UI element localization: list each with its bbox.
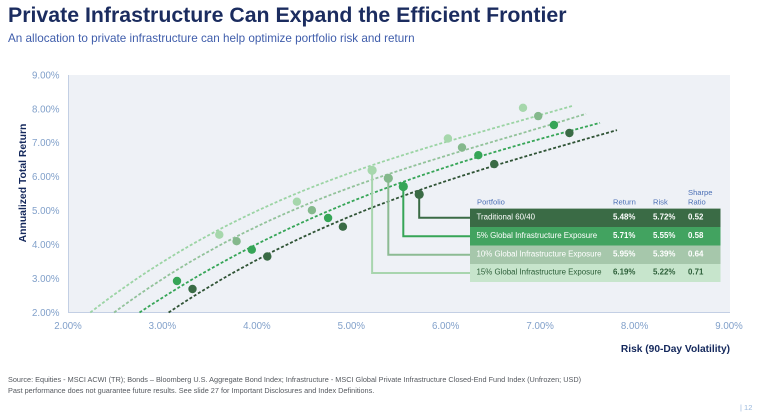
svg-text:6.00%: 6.00%	[32, 172, 60, 183]
svg-text:Sharpe: Sharpe	[688, 188, 713, 197]
svg-text:4.00%: 4.00%	[243, 321, 271, 332]
svg-text:6.00%: 6.00%	[432, 321, 460, 332]
svg-text:5.39%: 5.39%	[653, 250, 675, 259]
svg-text:5.48%: 5.48%	[613, 213, 635, 222]
svg-text:6.19%: 6.19%	[613, 268, 635, 277]
svg-text:7.00%: 7.00%	[526, 321, 554, 332]
svg-text:3.00%: 3.00%	[149, 321, 177, 332]
svg-text:10% Global Infrastructure Expo: 10% Global Infrastructure Exposure	[477, 250, 603, 259]
svg-text:Portfolio: Portfolio	[477, 198, 505, 207]
svg-text:3.00%: 3.00%	[32, 274, 60, 285]
svg-text:5.72%: 5.72%	[653, 213, 675, 222]
svg-text:7.00%: 7.00%	[32, 138, 60, 149]
svg-text:8.00%: 8.00%	[621, 321, 649, 332]
svg-text:Annualized Total Return: Annualized Total Return	[18, 124, 29, 243]
svg-text:5% Global Infrastructure Expos: 5% Global Infrastructure Exposure	[477, 231, 598, 240]
svg-text:5.55%: 5.55%	[653, 231, 675, 240]
svg-text:Risk (90-Day Volatility): Risk (90-Day Volatility)	[621, 344, 730, 355]
svg-text:Return: Return	[613, 198, 636, 207]
svg-text:4.00%: 4.00%	[32, 240, 60, 251]
svg-text:5.00%: 5.00%	[32, 206, 60, 217]
svg-text:0.71: 0.71	[688, 268, 704, 277]
svg-text:0.64: 0.64	[688, 250, 704, 259]
svg-text:15% Global Infrastructure Expo: 15% Global Infrastructure Exposure	[477, 268, 603, 277]
svg-text:5.71%: 5.71%	[613, 231, 635, 240]
svg-text:2.00%: 2.00%	[54, 321, 82, 332]
svg-text:9.00%: 9.00%	[715, 321, 743, 332]
svg-text:5.95%: 5.95%	[613, 250, 635, 259]
svg-text:8.00%: 8.00%	[32, 104, 60, 115]
svg-text:9.00%: 9.00%	[32, 70, 60, 81]
svg-text:2.00%: 2.00%	[32, 308, 60, 319]
svg-text:0.52: 0.52	[688, 213, 704, 222]
svg-text:5.22%: 5.22%	[653, 268, 675, 277]
svg-text:Ratio: Ratio	[688, 198, 706, 207]
svg-text:Traditional 60/40: Traditional 60/40	[477, 213, 536, 222]
svg-text:5.00%: 5.00%	[338, 321, 366, 332]
svg-text:Risk: Risk	[653, 198, 668, 207]
svg-text:0.58: 0.58	[688, 231, 704, 240]
